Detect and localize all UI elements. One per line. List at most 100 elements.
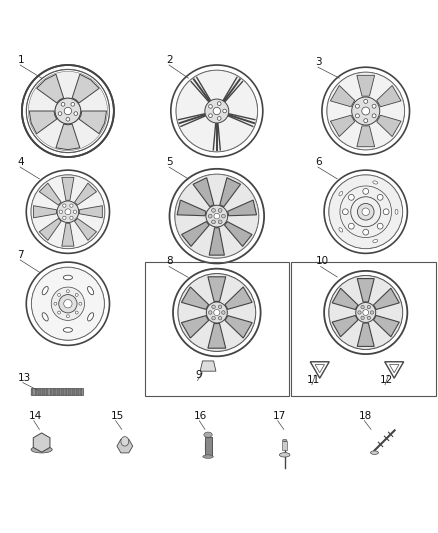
Circle shape: [214, 310, 220, 316]
Circle shape: [362, 208, 370, 215]
Circle shape: [59, 210, 63, 213]
Circle shape: [74, 112, 78, 116]
Circle shape: [51, 287, 85, 320]
Circle shape: [58, 311, 60, 314]
Polygon shape: [225, 316, 252, 338]
Circle shape: [377, 223, 383, 229]
Bar: [65, 390, 67, 394]
Circle shape: [67, 290, 69, 293]
Circle shape: [352, 97, 380, 125]
Text: 4: 4: [18, 157, 24, 167]
Circle shape: [63, 204, 66, 207]
Circle shape: [175, 174, 258, 258]
Polygon shape: [220, 177, 240, 207]
Ellipse shape: [88, 313, 94, 321]
Polygon shape: [193, 177, 214, 207]
Polygon shape: [225, 287, 252, 309]
Circle shape: [57, 201, 79, 223]
Circle shape: [55, 98, 81, 124]
Ellipse shape: [31, 446, 52, 453]
Text: 3: 3: [315, 57, 322, 67]
Polygon shape: [357, 323, 374, 346]
Polygon shape: [74, 183, 96, 205]
Polygon shape: [182, 222, 209, 246]
Text: 14: 14: [28, 410, 42, 421]
Polygon shape: [37, 74, 64, 103]
Bar: [53, 390, 56, 394]
Circle shape: [70, 204, 73, 207]
Circle shape: [213, 107, 220, 115]
Polygon shape: [208, 277, 226, 302]
Bar: [291, 262, 436, 395]
Ellipse shape: [203, 455, 213, 458]
Bar: [68, 390, 71, 394]
Circle shape: [208, 104, 212, 108]
Polygon shape: [117, 439, 133, 453]
Text: 17: 17: [272, 410, 286, 421]
Circle shape: [222, 311, 225, 314]
Text: 16: 16: [194, 410, 207, 421]
Circle shape: [208, 214, 212, 218]
Polygon shape: [228, 200, 257, 216]
Circle shape: [367, 305, 371, 309]
Circle shape: [206, 205, 228, 227]
Polygon shape: [377, 85, 401, 107]
Polygon shape: [79, 206, 102, 218]
Ellipse shape: [279, 453, 290, 457]
Circle shape: [218, 208, 222, 212]
Circle shape: [61, 102, 65, 106]
Ellipse shape: [204, 432, 212, 437]
Polygon shape: [208, 324, 226, 348]
Circle shape: [372, 104, 376, 108]
Circle shape: [79, 302, 82, 305]
Bar: [31, 388, 83, 394]
Ellipse shape: [64, 275, 72, 280]
Polygon shape: [29, 111, 57, 134]
Polygon shape: [332, 316, 358, 337]
Circle shape: [329, 175, 403, 248]
Circle shape: [355, 114, 359, 118]
Polygon shape: [33, 433, 50, 452]
Polygon shape: [332, 288, 358, 310]
Polygon shape: [377, 115, 401, 136]
Polygon shape: [357, 126, 374, 147]
Circle shape: [28, 71, 107, 150]
Circle shape: [71, 102, 74, 106]
Text: 11: 11: [307, 375, 320, 385]
Polygon shape: [177, 200, 206, 216]
Ellipse shape: [121, 437, 129, 446]
Circle shape: [205, 99, 229, 123]
Circle shape: [363, 189, 369, 194]
Ellipse shape: [283, 439, 287, 441]
Polygon shape: [62, 223, 74, 246]
Circle shape: [70, 216, 73, 220]
Circle shape: [218, 317, 222, 320]
Circle shape: [206, 302, 227, 323]
Circle shape: [348, 223, 354, 229]
Circle shape: [32, 268, 104, 340]
Bar: [145, 262, 289, 395]
Text: 9: 9: [195, 370, 201, 381]
Circle shape: [177, 70, 257, 151]
Polygon shape: [56, 124, 80, 150]
Circle shape: [65, 209, 71, 215]
Polygon shape: [62, 177, 74, 200]
Circle shape: [363, 310, 369, 316]
Circle shape: [361, 316, 364, 320]
Circle shape: [223, 109, 226, 113]
Text: 2: 2: [166, 55, 173, 65]
Circle shape: [64, 300, 72, 308]
Text: 12: 12: [380, 375, 393, 385]
Bar: [72, 390, 75, 394]
Polygon shape: [79, 111, 106, 134]
Polygon shape: [330, 85, 355, 107]
Circle shape: [66, 117, 70, 121]
Ellipse shape: [88, 287, 94, 295]
Circle shape: [59, 295, 77, 313]
Circle shape: [361, 305, 364, 309]
Polygon shape: [330, 115, 355, 136]
Polygon shape: [357, 279, 374, 302]
Circle shape: [222, 214, 225, 218]
Circle shape: [212, 220, 215, 224]
Ellipse shape: [373, 181, 378, 184]
